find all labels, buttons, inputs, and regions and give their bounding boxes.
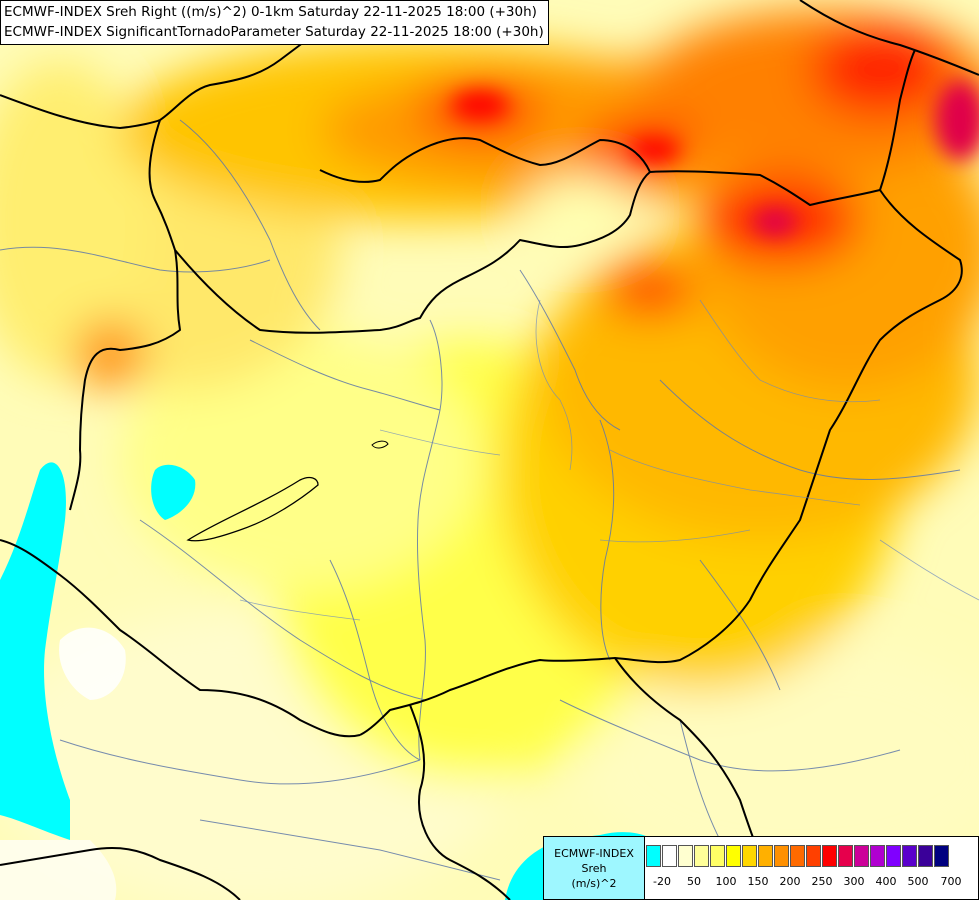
legend-tick-label: 400	[875, 875, 897, 888]
legend-tick-label: 100	[715, 875, 737, 888]
legend-title: ECMWF-INDEX Sreh (m/s)^2	[544, 837, 645, 899]
legend-tick-label: 700	[940, 875, 962, 888]
legend-swatch	[742, 845, 757, 867]
legend-swatch	[886, 845, 901, 867]
legend-ticks: -20 50 100 150 200 250 300 400 500 700	[646, 875, 976, 891]
legend-swatch	[870, 845, 885, 867]
rivers	[0, 119, 961, 881]
legend-title-variable: Sreh	[581, 861, 607, 875]
legend-swatch	[662, 845, 677, 867]
legend-swatch	[710, 845, 725, 867]
legend-swatch	[678, 845, 693, 867]
legend-swatch	[646, 845, 661, 867]
legend-swatches	[646, 845, 950, 867]
legend-tick-label: 200	[779, 875, 801, 888]
legend-swatch	[790, 845, 805, 867]
legend-swatch	[838, 845, 853, 867]
legend-tick-label: 300	[843, 875, 865, 888]
legend-swatch	[726, 845, 741, 867]
legend-swatch	[694, 845, 709, 867]
legend-tick-label: 500	[907, 875, 929, 888]
legend-swatch	[902, 845, 917, 867]
legend-title-unit: (m/s)^2	[571, 876, 617, 890]
legend-swatch	[822, 845, 837, 867]
small-lake-outline	[371, 440, 389, 449]
title-line-stp: ECMWF-INDEX SignificantTornadoParameter …	[4, 24, 544, 40]
title-line-sreh: ECMWF-INDEX Sreh Right ((m/s)^2) 0-1km S…	[4, 4, 537, 20]
legend-title-source: ECMWF-INDEX	[554, 846, 634, 860]
legend-swatch	[918, 845, 933, 867]
legend-tick-label: -20	[653, 875, 671, 888]
lake-outline	[186, 476, 319, 542]
legend-swatch	[758, 845, 773, 867]
legend-swatch	[934, 845, 949, 867]
legend-swatch	[774, 845, 789, 867]
color-legend: ECMWF-INDEX Sreh (m/s)^2 -20 50 100 150 200 2…	[543, 836, 979, 900]
region-lines	[239, 299, 979, 621]
legend-tick-label: 250	[811, 875, 833, 888]
map-title-box: ECMWF-INDEX Sreh Right ((m/s)^2) 0-1km S…	[0, 0, 549, 45]
legend-tick-label: 150	[747, 875, 769, 888]
legend-swatch	[806, 845, 821, 867]
legend-swatch	[854, 845, 869, 867]
legend-tick-label: 50	[687, 875, 701, 888]
